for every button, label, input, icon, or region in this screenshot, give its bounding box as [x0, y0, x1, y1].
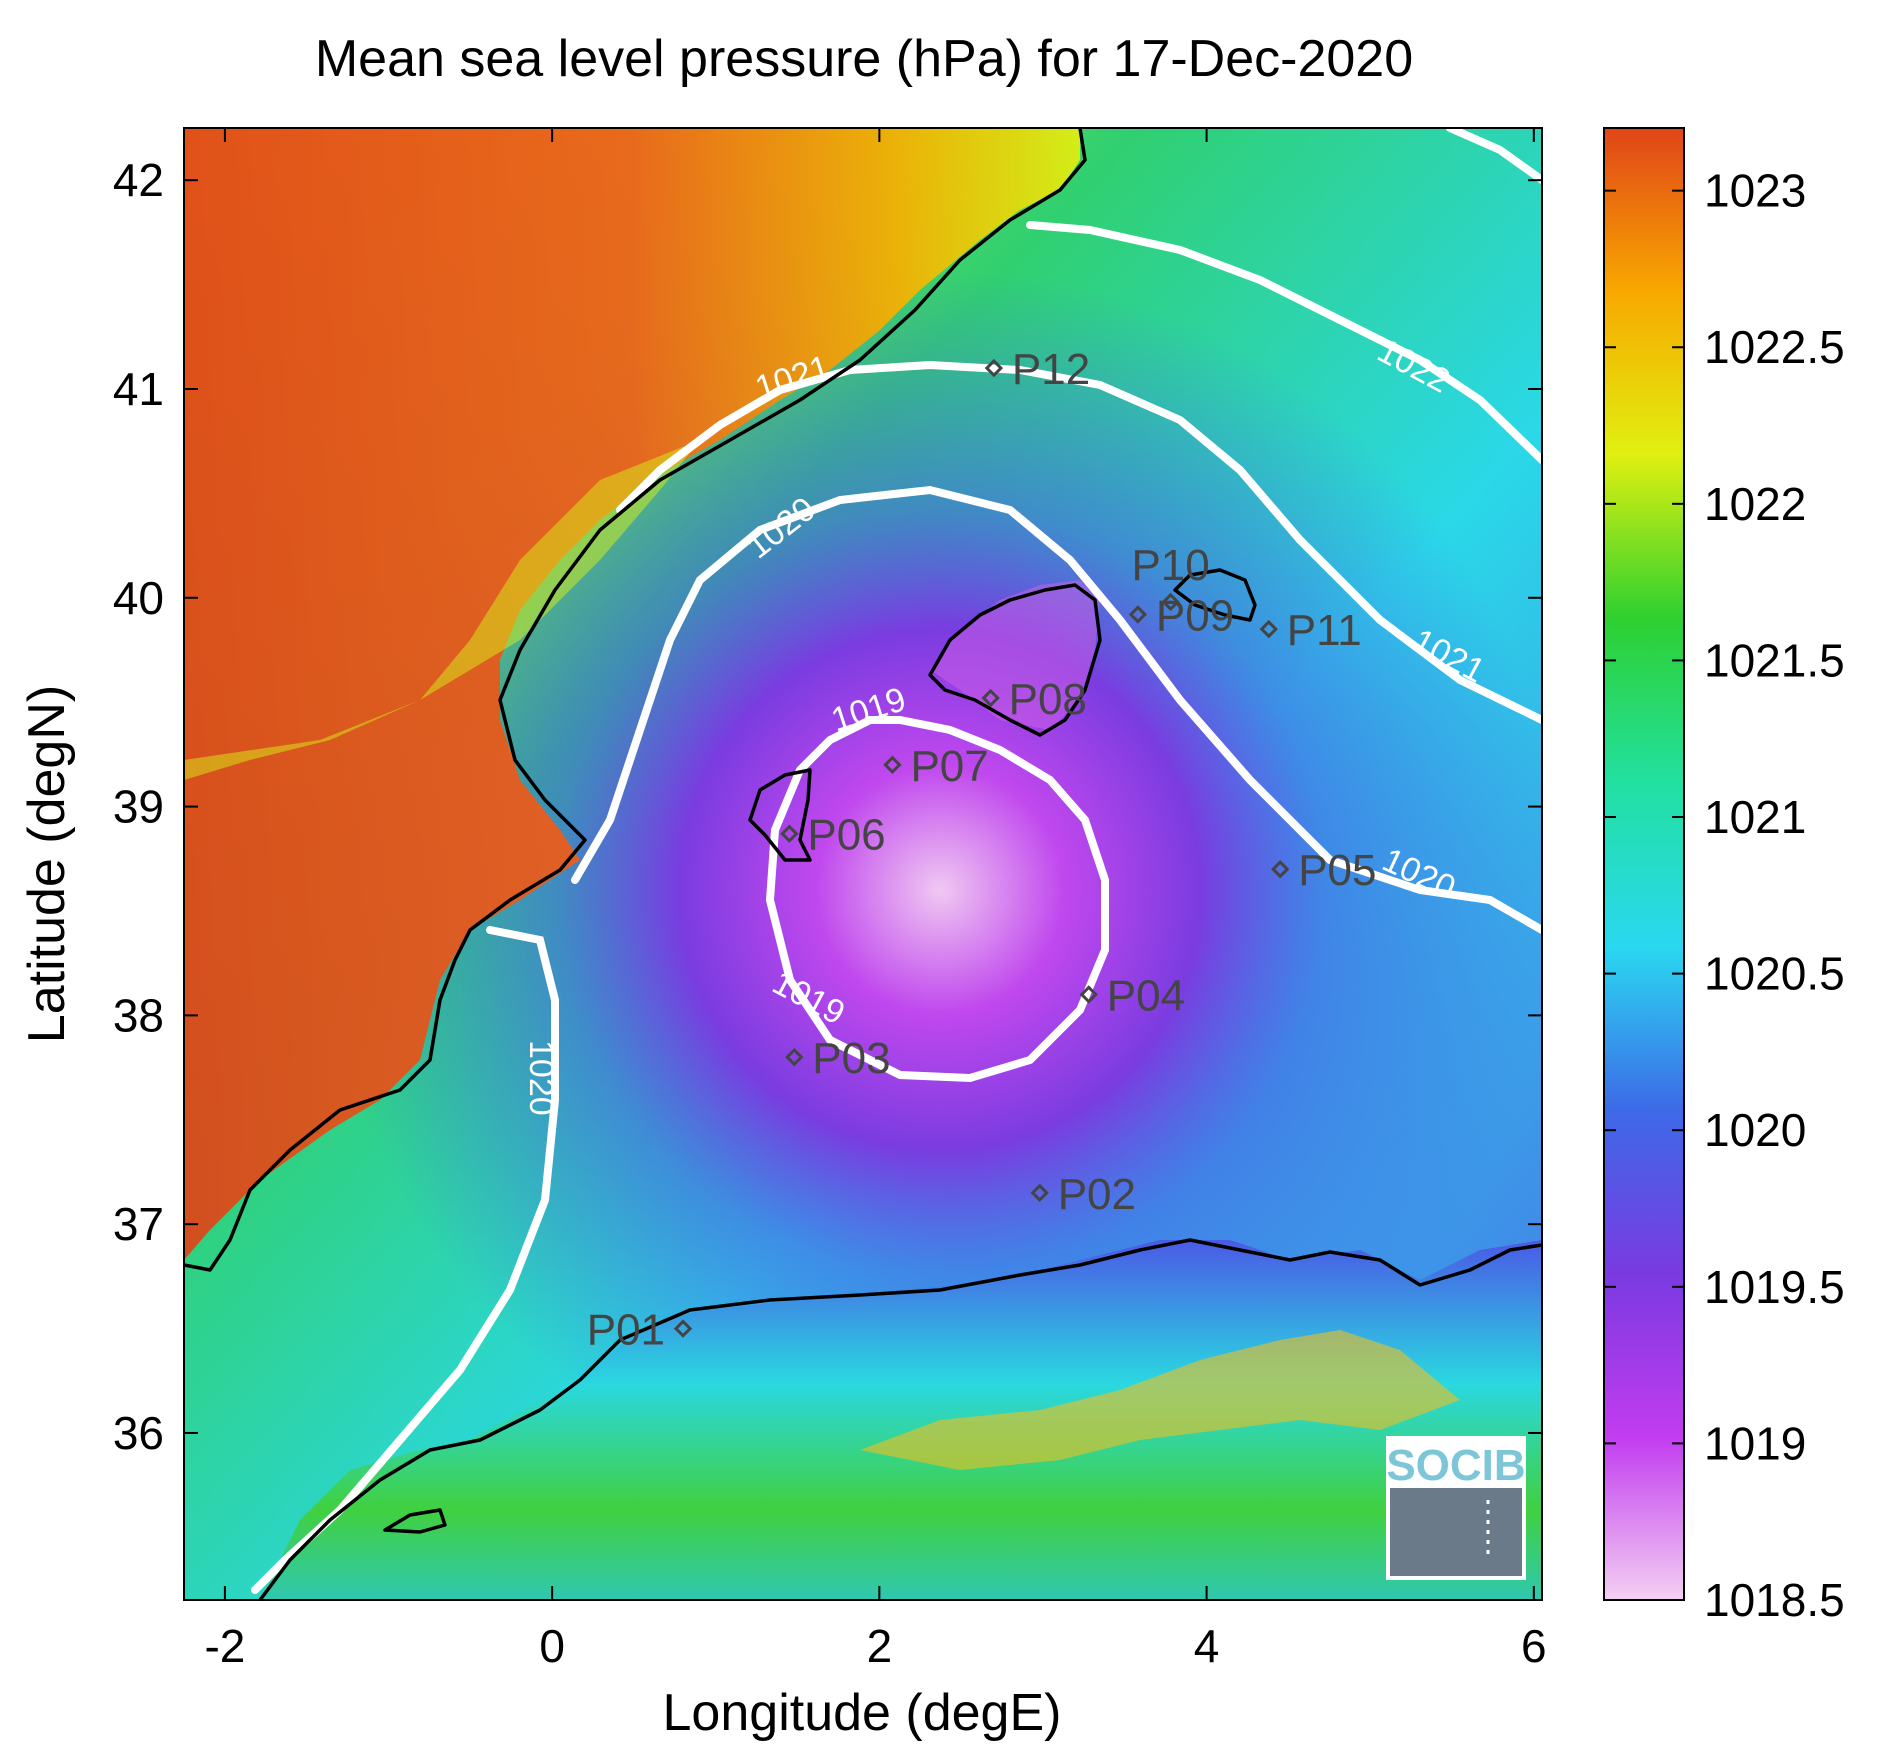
- y-tick-label: 37: [113, 1198, 164, 1250]
- station-marker-icon: [1161, 592, 1180, 612]
- x-tick-label: 6: [1521, 1620, 1547, 1672]
- y-tick-label: 40: [113, 572, 164, 624]
- station-label: P09: [1156, 591, 1234, 640]
- station-p03[interactable]: P03: [785, 1034, 891, 1083]
- land-north-africa: [260, 1240, 1542, 1600]
- x-axis: -2 0 2 4 6: [204, 128, 1547, 1672]
- station-label: P02: [1058, 1170, 1136, 1219]
- colorbar-tick-label: 1022.5: [1704, 321, 1845, 373]
- station-label: P04: [1107, 971, 1185, 1020]
- station-label: P11: [1287, 606, 1362, 655]
- coast-menorca: [1173, 568, 1257, 622]
- colorbar-tick-label: 1021: [1704, 791, 1806, 843]
- colorbar-tick-label: 1023: [1704, 165, 1806, 217]
- station-marker-icon: [780, 824, 799, 843]
- coast-alboran-island: [383, 1508, 447, 1534]
- land-africa-highlands: [860, 1330, 1460, 1470]
- station-p07[interactable]: P07: [883, 742, 989, 791]
- map-title: Mean sea level pressure (hPa) for 17-Dec…: [315, 30, 1413, 88]
- station-label: P08: [1009, 675, 1087, 724]
- station-label: P07: [910, 742, 988, 791]
- colorbar-tick-label: 1021.5: [1704, 634, 1845, 686]
- station-marker-icon: [673, 1319, 693, 1338]
- colorbar-tick-label: 1020: [1704, 1104, 1806, 1156]
- x-tick-label: 0: [539, 1620, 565, 1672]
- station-p01[interactable]: P01: [587, 1306, 693, 1355]
- station-marker-icon: [883, 755, 902, 775]
- y-tick-label: 39: [113, 781, 164, 833]
- station-label: P12: [1012, 345, 1090, 394]
- colorbar-tick-label: 1019: [1704, 1417, 1806, 1469]
- y-tick-label: 38: [113, 989, 164, 1041]
- station-p12[interactable]: P12: [984, 345, 1090, 394]
- colorbar: [1603, 127, 1685, 1601]
- station-marker-icon: [1030, 1183, 1049, 1203]
- colorbar-tick-label: 1018.5: [1704, 1574, 1845, 1626]
- contour-1020-inner: [571, 485, 1542, 934]
- station-p10[interactable]: P10: [1131, 541, 1210, 612]
- y-axis: 36 37 38 39 40 41 42: [113, 154, 1542, 1459]
- coast-iberia-east: [184, 128, 1087, 1272]
- coast-mallorca: [928, 583, 1102, 737]
- station-p05[interactable]: P05: [1271, 846, 1377, 895]
- logo-text: SOCIB: [1386, 1441, 1525, 1490]
- map-area: [184, 128, 1542, 1600]
- station-marker-icon: [785, 1047, 804, 1067]
- colorbar-tick-label: 1022: [1704, 478, 1806, 530]
- station-p06[interactable]: P06: [780, 811, 886, 860]
- station-label: P10: [1131, 541, 1209, 590]
- coast-africa-north: [258, 1238, 1542, 1600]
- station-marker-icon: [1128, 605, 1148, 624]
- colorbar-ticks: 1018.5 1019 1019.5 1020 1020.5 1021 1021.5 1022…: [1604, 165, 1845, 1626]
- x-axis-title: Longitude (degE): [663, 1684, 1062, 1742]
- station-p11[interactable]: P11: [1259, 606, 1362, 655]
- pressure-contours: [251, 128, 1542, 1594]
- station-label: P05: [1298, 846, 1376, 895]
- land-iberia-north: [184, 128, 1080, 1260]
- contour-1022-corner: [1446, 128, 1542, 184]
- x-tick-label: 4: [1194, 1620, 1220, 1672]
- mallorca-tint: [930, 580, 1100, 730]
- map-frame: [183, 127, 1543, 1601]
- y-tick-label: 36: [113, 1407, 164, 1459]
- colorbar-tick-label: 1019.5: [1704, 1261, 1845, 1313]
- station-label: P03: [812, 1034, 890, 1083]
- y-tick-label: 41: [113, 363, 164, 415]
- contour-1019: [765, 716, 1109, 1083]
- x-tick-label: 2: [867, 1620, 893, 1672]
- station-marker-icon: [1259, 619, 1278, 639]
- station-p09[interactable]: P09: [1128, 591, 1234, 640]
- y-axis-title: Latitude (degN): [18, 685, 76, 1043]
- station-p02[interactable]: P02: [1030, 1170, 1136, 1219]
- station-marker-icon: [981, 688, 1000, 708]
- x-tick-label: -2: [204, 1620, 245, 1672]
- station-p08[interactable]: P08: [981, 675, 1087, 724]
- land-iberia-coastal-band: [184, 440, 700, 780]
- logo-top: [1390, 1440, 1522, 1488]
- contour-1021-outer: [616, 360, 1542, 724]
- coastlines: [184, 128, 1542, 1600]
- colorbar-tick-label: 1020.5: [1704, 948, 1845, 1000]
- station-p04[interactable]: P04: [1079, 971, 1185, 1020]
- station-marker-icon: [1079, 985, 1098, 1004]
- coast-ibiza: [748, 768, 812, 862]
- y-tick-label: 42: [113, 154, 164, 206]
- station-label: P01: [587, 1306, 665, 1355]
- contour-1022: [1026, 221, 1542, 464]
- station-label: P06: [807, 811, 885, 860]
- station-marker-icon: [1271, 860, 1290, 879]
- socib-logo: SOCIB: [1386, 1436, 1526, 1580]
- contour-label: 1020: [522, 1040, 560, 1116]
- station-marker-icon: [984, 358, 1004, 378]
